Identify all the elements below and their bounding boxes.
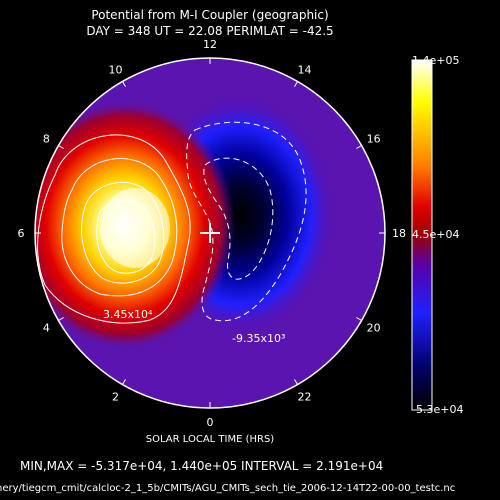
colorbar-max-label: 1.4e+05 bbox=[412, 54, 460, 67]
hour-tick bbox=[356, 317, 362, 321]
colorbar-min-label: -5.3e+04 bbox=[412, 403, 464, 416]
hour-label: 20 bbox=[367, 322, 381, 335]
chart-title: Potential from M-I Coupler (geographic) bbox=[91, 8, 329, 22]
contour-line bbox=[61, 158, 178, 297]
hour-tick bbox=[122, 81, 126, 87]
contour-line bbox=[203, 157, 274, 280]
colorbar-mid-label: 4.5e+04 bbox=[412, 228, 460, 241]
x-axis-label: SOLAR LOCAL TIME (HRS) bbox=[145, 434, 275, 445]
file-path: nery/tiegcm_cmit/calcloc-2_1_5b/CMITs/AG… bbox=[0, 483, 456, 494]
pole-marker bbox=[200, 223, 220, 243]
colorbar bbox=[411, 59, 433, 411]
hour-tick bbox=[58, 145, 64, 149]
hour-label: 2 bbox=[112, 391, 119, 404]
contour-label: -9.35x10³ bbox=[232, 332, 285, 345]
hour-label: 12 bbox=[203, 38, 217, 51]
hour-label: 8 bbox=[43, 133, 50, 146]
hour-tick bbox=[122, 379, 126, 385]
hour-label: 16 bbox=[367, 133, 381, 146]
hour-labels: 0 2 4 6 8 10 12 14 16 18 20 22 bbox=[18, 38, 407, 429]
contour-line bbox=[96, 200, 156, 274]
negative-contours bbox=[186, 121, 307, 322]
positive-contours bbox=[37, 134, 191, 324]
positive-cell-core bbox=[100, 188, 170, 268]
contour-line bbox=[186, 121, 307, 322]
hour-label: 6 bbox=[18, 227, 25, 240]
hour-label: 0 bbox=[207, 416, 214, 429]
hour-tick bbox=[58, 317, 64, 321]
min-max-stats: MIN,MAX = -5.317e+04, 1.440e+05 INTERVAL… bbox=[20, 459, 384, 473]
hour-label: 22 bbox=[298, 391, 312, 404]
hour-label: 10 bbox=[109, 63, 123, 76]
hour-ticks bbox=[35, 58, 385, 408]
contour-line bbox=[37, 134, 191, 324]
hour-tick bbox=[356, 145, 362, 149]
hour-tick bbox=[294, 81, 298, 87]
contour-line bbox=[81, 181, 165, 284]
hour-label: 4 bbox=[43, 322, 50, 335]
hour-label: 18 bbox=[392, 227, 406, 240]
contour-label: 3.45x10⁴ bbox=[103, 308, 153, 321]
hour-label: 14 bbox=[298, 63, 312, 76]
hour-tick bbox=[294, 379, 298, 385]
chart-subtitle: DAY = 348 UT = 22.08 PERIMLAT = -42.5 bbox=[86, 24, 334, 38]
